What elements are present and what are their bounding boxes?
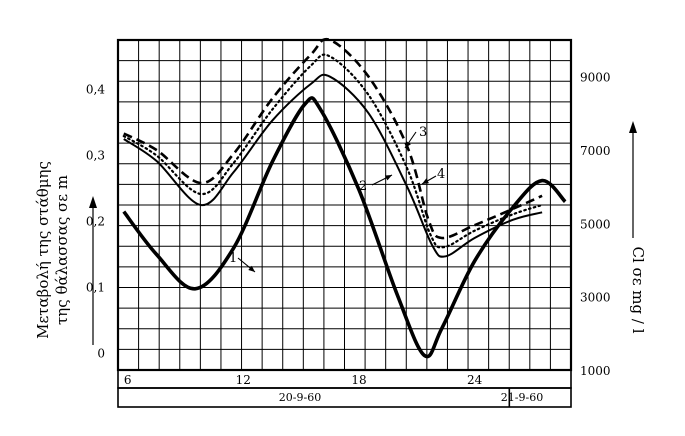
curve-label-2: 2: [359, 179, 367, 194]
date-band: [117, 387, 572, 408]
y-right-tick-label: 5000: [580, 217, 611, 231]
y-left-tick-label: 0,1: [86, 281, 105, 295]
date-label-20-9-60: 20-9-60: [279, 391, 321, 404]
leader-arrow-2-head: [385, 175, 392, 181]
series-line-4: [122, 53, 544, 249]
chart-frame: [116, 38, 573, 408]
left-axis-arrowhead: [89, 196, 97, 208]
y-left-axis-label-line1: Μεταβολή της στάθμης: [34, 161, 52, 339]
curve-label-1: 1: [229, 251, 237, 266]
date-label-21-9-60: 21-9-60: [501, 391, 543, 404]
curve-label-3: 3: [419, 125, 427, 140]
y-left-tick-label: 0,4: [86, 83, 105, 97]
y-right-tick-label: 1000: [580, 364, 611, 378]
y-right-axis-label: Cl σε mg / l: [629, 246, 647, 333]
y-right-tick-label: 9000: [580, 71, 611, 85]
y-left-axis-label-line2: της θάλασσας σε m: [53, 175, 71, 325]
y-right-tick-label: 7000: [580, 144, 611, 158]
chart-grid: [118, 40, 571, 370]
x-tick-label: 6: [124, 373, 132, 387]
series-line-3: [123, 37, 543, 240]
leader-arrow-3-head: [405, 141, 411, 148]
curve-label-4: 4: [437, 167, 445, 182]
y-left-tick-label: 0,3: [86, 149, 105, 163]
label-arrows: [89, 121, 637, 345]
x-tick-label: 18: [351, 373, 366, 387]
x-tick-label: 24: [467, 373, 483, 387]
y-left-tick-label: 0: [97, 347, 105, 361]
x-tick-label: 12: [236, 373, 251, 387]
chart-curves: [122, 37, 567, 359]
hour-band: [117, 369, 572, 389]
y-left-tick-label: 0,2: [86, 215, 105, 229]
leader-arrow-1-head: [248, 265, 255, 272]
series-line-2: [123, 73, 543, 258]
series-line-1: [122, 96, 567, 359]
y-right-tick-label: 3000: [580, 291, 611, 305]
leader-arrow-4-head: [422, 178, 429, 184]
right-axis-arrowhead: [629, 121, 637, 133]
